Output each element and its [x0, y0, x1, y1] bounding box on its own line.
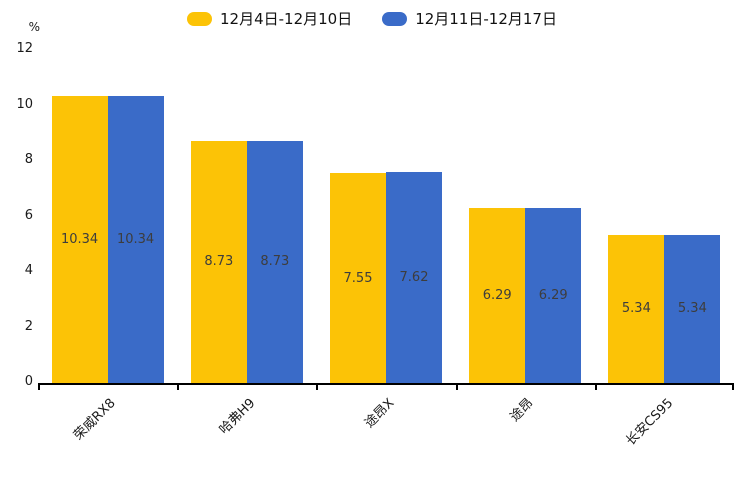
- x-category-label: 途昂X: [362, 395, 398, 432]
- legend-item-week2[interactable]: 12月11日-12月17日: [382, 8, 557, 29]
- bar-series2: 10.34: [107, 96, 164, 383]
- x-axis-tick: [38, 385, 40, 390]
- x-axis-tick: [455, 385, 458, 390]
- bar-value-label: 8.73: [204, 254, 234, 270]
- bar-value-label: 7.62: [399, 269, 429, 285]
- y-tick-label: 12: [16, 41, 33, 56]
- y-tick-label: 0: [24, 374, 33, 389]
- legend-swatch-week1: [187, 11, 212, 26]
- bar-value-label: 10.34: [116, 232, 155, 248]
- bar-series2: 5.34: [664, 234, 721, 383]
- legend-swatch-week2: [382, 11, 408, 26]
- y-axis-unit-label: %: [28, 20, 40, 34]
- bar-series2: 8.73: [246, 140, 303, 383]
- x-axis-tick: [594, 385, 597, 390]
- x-category-label: 哈弗H9: [216, 395, 259, 438]
- y-tick-label: 2: [24, 318, 33, 334]
- bar-value-label: 10.34: [60, 232, 99, 248]
- bar-series2: 6.29: [525, 208, 582, 383]
- x-axis-tick: [316, 385, 319, 390]
- bar-series2: 7.62: [386, 171, 442, 383]
- bar-value-label: 8.73: [260, 254, 290, 270]
- x-category-label: 荣威RX8: [71, 395, 120, 444]
- bar-value-label: 6.29: [538, 288, 568, 304]
- y-tick-label: 4: [24, 263, 33, 278]
- bar-value-label: 5.34: [621, 301, 651, 317]
- bar-value-label: 7.55: [343, 270, 373, 286]
- x-axis-line: [38, 383, 734, 385]
- bar-value-label: 6.29: [482, 288, 512, 304]
- bar-series1: 7.55: [330, 173, 386, 383]
- legend: 12月4日-12月10日 12月11日-12月17日: [0, 8, 744, 29]
- y-tick-label: 6: [24, 207, 33, 223]
- bar-series1: 5.34: [608, 234, 665, 383]
- bar-value-label: 5.34: [677, 301, 707, 317]
- x-category-label: 途昂: [507, 395, 537, 425]
- bar-series1: 8.73: [190, 140, 247, 383]
- legend-label-week1: 12月4日-12月10日: [220, 10, 353, 28]
- bar-series1: 6.29: [469, 208, 526, 383]
- legend-label-week2: 12月11日-12月17日: [415, 10, 557, 28]
- bar-series1: 10.34: [51, 96, 108, 383]
- legend-item-week1[interactable]: 12月4日-12月10日: [187, 8, 352, 29]
- x-axis-tick: [177, 385, 180, 390]
- y-tick-label: 8: [24, 152, 33, 167]
- x-axis-tick: [732, 385, 734, 390]
- x-category-label: 长安CS95: [622, 395, 676, 449]
- y-tick-label: 10: [16, 96, 33, 112]
